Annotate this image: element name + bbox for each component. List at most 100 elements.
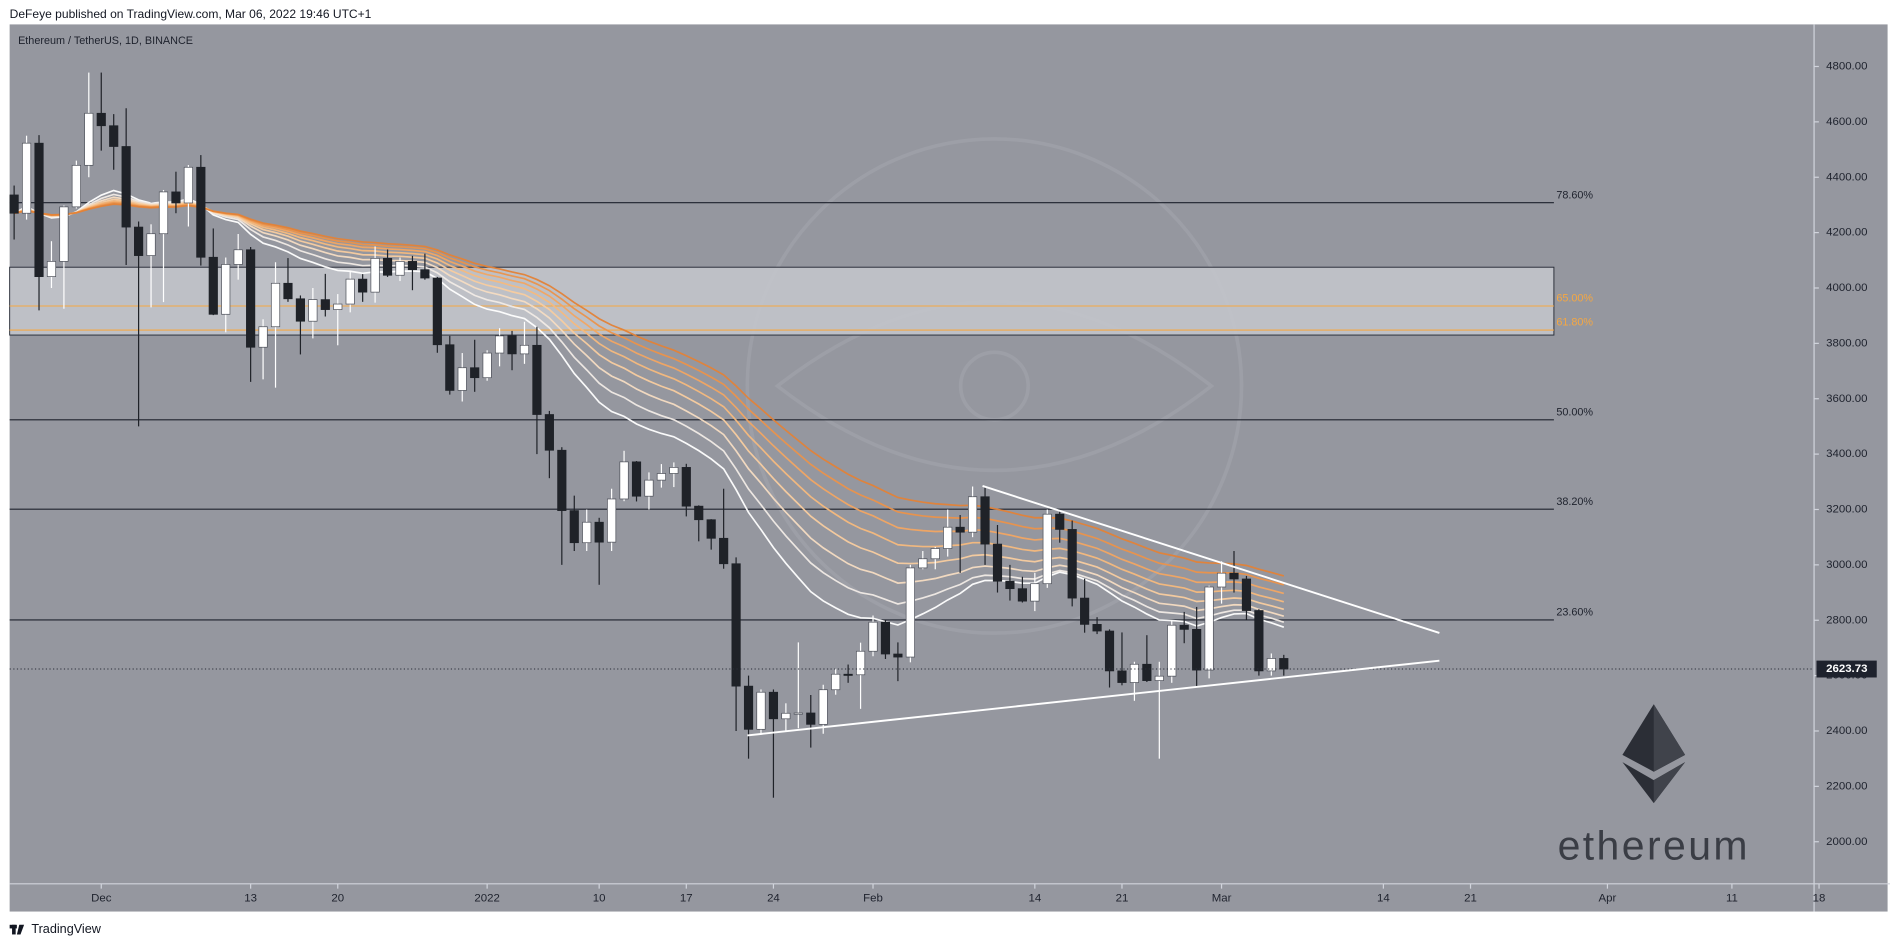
- candle-body: [246, 249, 256, 348]
- x-tick-label: Feb: [863, 892, 883, 904]
- candle-body: [868, 621, 878, 652]
- candle-body: [21, 142, 32, 214]
- candle-body: [420, 269, 430, 279]
- footer-brand: TradingView: [31, 922, 101, 936]
- candle-body: [109, 125, 119, 147]
- axes: 2000.002200.002400.002600.002800.003000.…: [91, 61, 1877, 904]
- candle-body: [432, 277, 442, 346]
- x-tick-label: 13: [244, 892, 257, 904]
- candle-body: [619, 461, 629, 500]
- y-tick-label: 2200.00: [1826, 780, 1867, 792]
- candle-body: [706, 519, 716, 539]
- candle-body: [1080, 597, 1090, 625]
- candle-body: [507, 335, 517, 355]
- candle-body: [320, 299, 330, 310]
- fib-level-label: 61.80%: [1556, 317, 1593, 329]
- candle-body: [607, 498, 617, 543]
- fib-level-label: 50.00%: [1556, 406, 1593, 418]
- candle-body: [121, 146, 131, 228]
- candle-body: [1279, 658, 1289, 670]
- candle-body: [370, 257, 380, 293]
- candle-body: [968, 496, 978, 533]
- footer-logo: [9, 924, 25, 935]
- fib-level-label: 65.00%: [1556, 293, 1593, 305]
- x-tick-label: 20: [331, 892, 344, 904]
- x-tick-label: Mar: [1212, 892, 1232, 904]
- candle-body: [233, 249, 243, 265]
- candle-body: [445, 344, 455, 391]
- trendline: [982, 485, 1440, 634]
- candle-body: [146, 233, 156, 256]
- candle-body: [258, 326, 268, 348]
- candle-body: [1241, 578, 1252, 611]
- candle-body: [930, 548, 940, 560]
- x-tick-label: 10: [593, 892, 606, 904]
- candle-body: [1167, 624, 1177, 677]
- publisher-header: DeFeye published on TradingView.com, Mar…: [10, 7, 372, 21]
- candle-body: [1042, 513, 1052, 585]
- trendlines: [747, 485, 1440, 737]
- candle-body: [1216, 572, 1227, 588]
- trendline: [747, 659, 1440, 737]
- candle-body: [1055, 513, 1065, 530]
- candle-body: [955, 526, 965, 533]
- candle-body: [669, 467, 679, 474]
- candle-body: [345, 278, 355, 305]
- candle-body: [1005, 580, 1015, 590]
- y-tick-label: 3000.00: [1826, 559, 1867, 571]
- y-tick-label: 2400.00: [1826, 725, 1867, 737]
- candle-body: [743, 685, 754, 730]
- x-tick-label: 2022: [474, 892, 499, 904]
- x-tick-label: 18: [1813, 892, 1826, 904]
- y-tick-label: 3600.00: [1826, 393, 1867, 405]
- eth-logo: [1622, 704, 1686, 804]
- candle-body: [806, 712, 816, 725]
- candle-body: [980, 496, 990, 545]
- candle-body: [855, 650, 866, 676]
- candle-body: [656, 473, 666, 481]
- candle-body: [768, 691, 779, 720]
- candle-body: [731, 563, 741, 687]
- fib-layer: 78.60% 65.00% 61.80% 50.00% 38.20% 23.60%: [9, 189, 1593, 621]
- candle-body: [158, 191, 169, 235]
- candle-body: [905, 567, 915, 658]
- y-tick-label: 2800.00: [1826, 614, 1867, 626]
- candle-body: [470, 367, 480, 379]
- last-price-box: [1816, 660, 1877, 678]
- candle-body: [1104, 630, 1115, 672]
- candle-body: [1266, 658, 1276, 672]
- candle-body: [594, 521, 604, 543]
- y-tick-label: 3200.00: [1826, 504, 1867, 516]
- candle-body: [544, 414, 554, 451]
- candle-body: [793, 712, 803, 715]
- candle-body: [407, 261, 418, 271]
- candle-body: [171, 191, 181, 204]
- symbol-title: Ethereum / TetherUS, 1D, BINANCE: [18, 35, 193, 47]
- candle-body: [631, 461, 642, 497]
- candle-body: [831, 673, 841, 691]
- candle-body: [532, 344, 542, 415]
- candle-body: [1192, 629, 1202, 671]
- candle-body: [1030, 583, 1040, 602]
- candle-body: [1229, 572, 1239, 580]
- candle-body: [943, 526, 953, 549]
- x-tick-label: 21: [1464, 892, 1477, 904]
- candle-body: [183, 166, 193, 204]
- candle-body: [992, 543, 1003, 582]
- candle-body: [1067, 529, 1077, 599]
- candle-body: [283, 282, 293, 300]
- candle-body: [333, 303, 343, 310]
- candle-body: [880, 621, 891, 655]
- x-tick-label: 17: [680, 892, 693, 904]
- candle-body: [1254, 610, 1264, 672]
- x-tick-label: Apr: [1599, 892, 1617, 904]
- candle-body: [557, 449, 567, 511]
- candle-body: [1017, 588, 1027, 602]
- candle-body: [1129, 663, 1139, 683]
- candle-body: [196, 166, 206, 258]
- candle-body: [71, 164, 81, 208]
- candle-body: [818, 689, 828, 725]
- candle-body: [781, 712, 791, 720]
- candle-body: [719, 537, 729, 565]
